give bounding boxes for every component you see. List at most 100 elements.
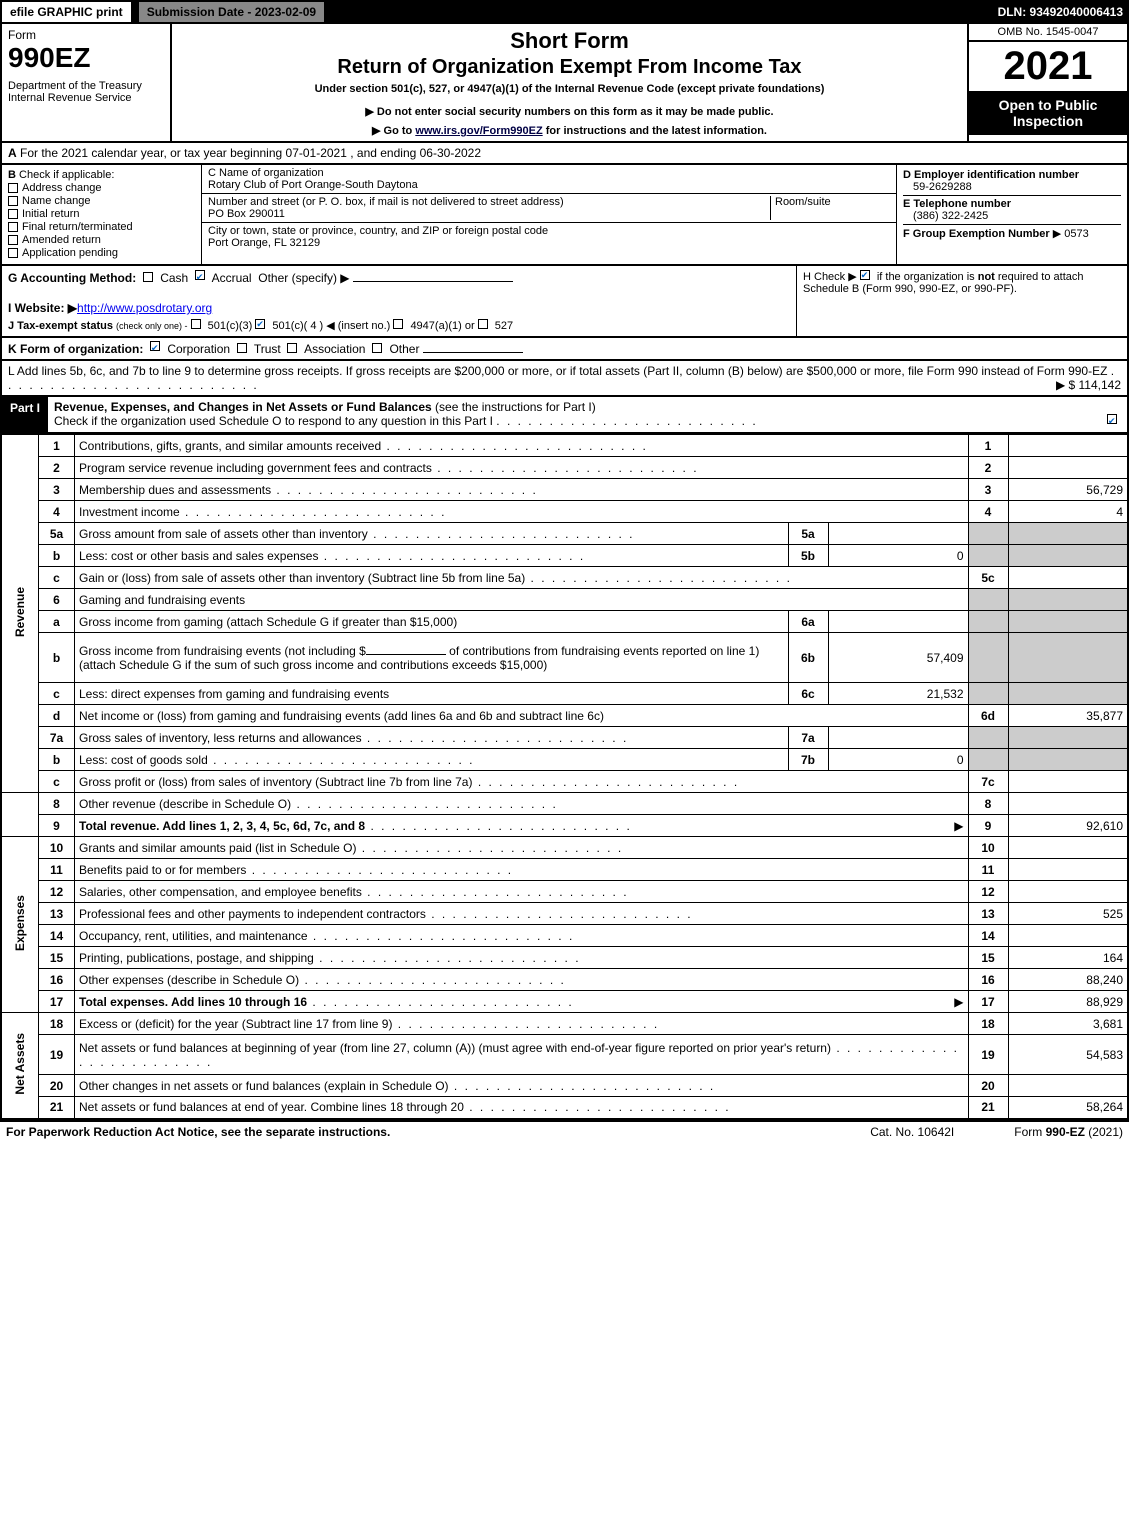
sub-val: 0 xyxy=(828,749,968,771)
sub-num: 5b xyxy=(788,545,828,567)
tel-value: (386) 322-2425 xyxy=(903,210,1121,222)
result-val-shaded xyxy=(1008,727,1128,749)
row-19: 19 Net assets or fund balances at beginn… xyxy=(1,1035,1128,1075)
row-15: 15 Printing, publications, postage, and … xyxy=(1,947,1128,969)
sub-val xyxy=(828,611,968,633)
tax-year: 2021 xyxy=(969,42,1127,91)
chk-amended-return[interactable]: Amended return xyxy=(8,234,195,246)
form-header: Form 990EZ Department of the Treasury In… xyxy=(0,24,1129,143)
result-num: 7c xyxy=(968,771,1008,793)
result-num: 15 xyxy=(968,947,1008,969)
result-val xyxy=(1008,457,1128,479)
form-id-block: Form 990EZ Department of the Treasury In… xyxy=(2,24,172,141)
checkbox-checked-icon[interactable] xyxy=(255,319,265,329)
result-val-shaded xyxy=(1008,633,1128,683)
line-num: 6 xyxy=(39,589,75,611)
line-num: 10 xyxy=(39,837,75,859)
goto-post: for instructions and the latest informat… xyxy=(543,125,767,137)
result-val xyxy=(1008,567,1128,589)
k-corp: Corporation xyxy=(167,342,230,356)
chk-final-return[interactable]: Final return/terminated xyxy=(8,221,195,233)
line-num: 5a xyxy=(39,523,75,545)
row-18: Net Assets 18 Excess or (deficit) for th… xyxy=(1,1013,1128,1035)
row-17: 17 Total expenses. Add lines 10 through … xyxy=(1,991,1128,1013)
checkbox-icon[interactable] xyxy=(191,319,201,329)
result-val xyxy=(1008,1075,1128,1097)
sub-num: 7b xyxy=(788,749,828,771)
right-header-block: OMB No. 1545-0047 2021 Open to Public In… xyxy=(967,24,1127,141)
line-desc: Less: cost or other basis and sales expe… xyxy=(75,545,789,567)
result-num: 21 xyxy=(968,1097,1008,1119)
checkbox-checked-icon[interactable] xyxy=(195,270,205,280)
website-link[interactable]: http://www.posdrotary.org xyxy=(77,301,212,315)
room-label: Room/suite xyxy=(775,196,831,208)
checkbox-icon[interactable] xyxy=(393,319,403,329)
line-desc: Program service revenue including govern… xyxy=(75,457,969,479)
result-val: 525 xyxy=(1008,903,1128,925)
result-val: 58,264 xyxy=(1008,1097,1128,1119)
chk-name-change[interactable]: Name change xyxy=(8,195,195,207)
chk-application-pending[interactable]: Application pending xyxy=(8,247,195,259)
row-9: 9 Total revenue. Add lines 1, 2, 3, 4, 5… xyxy=(1,815,1128,837)
result-val xyxy=(1008,859,1128,881)
efile-print-label[interactable]: efile GRAPHIC print xyxy=(0,0,133,24)
line-desc: Less: cost of goods sold xyxy=(75,749,789,771)
netassets-sidelabel: Net Assets xyxy=(1,1013,39,1119)
line-desc: Net assets or fund balances at end of ye… xyxy=(75,1097,969,1119)
block-gh: G Accounting Method: Cash Accrual Other … xyxy=(0,266,1129,338)
irs-link[interactable]: www.irs.gov/Form990EZ xyxy=(415,125,542,137)
tel-label: E Telephone number xyxy=(903,198,1011,210)
checkbox-icon[interactable] xyxy=(287,343,297,353)
row-21: 21 Net assets or fund balances at end of… xyxy=(1,1097,1128,1119)
b-check-label: Check if applicable: xyxy=(19,169,114,181)
row-14: 14 Occupancy, rent, utilities, and maint… xyxy=(1,925,1128,947)
result-num: 5c xyxy=(968,567,1008,589)
line-desc: Net income or (loss) from gaming and fun… xyxy=(75,705,969,727)
row-5b: b Less: cost or other basis and sales ex… xyxy=(1,545,1128,567)
j-501c: 501(c)( 4 ) ◀ (insert no.) xyxy=(272,320,390,332)
line-num: b xyxy=(39,633,75,683)
sub-num: 6c xyxy=(788,683,828,705)
checkbox-checked-icon[interactable] xyxy=(150,341,160,351)
j-label: J Tax-exempt status xyxy=(8,320,113,332)
other-specify-line[interactable] xyxy=(353,281,513,282)
row-3: 3 Membership dues and assessments 3 56,7… xyxy=(1,479,1128,501)
result-num: 18 xyxy=(968,1013,1008,1035)
row-16: 16 Other expenses (describe in Schedule … xyxy=(1,969,1128,991)
part1-header: Part I Revenue, Expenses, and Changes in… xyxy=(0,397,1129,434)
line-desc: Occupancy, rent, utilities, and maintena… xyxy=(75,925,969,947)
line-num: 11 xyxy=(39,859,75,881)
line-desc: Professional fees and other payments to … xyxy=(75,903,969,925)
checkbox-checked-icon[interactable] xyxy=(860,270,870,280)
opt-amended: Amended return xyxy=(22,234,101,246)
sub-num: 5a xyxy=(788,523,828,545)
row-6d: d Net income or (loss) from gaming and f… xyxy=(1,705,1128,727)
g-cash: Cash xyxy=(160,271,188,285)
j-4947: 4947(a)(1) or xyxy=(410,320,474,332)
line-k: K Form of organization: Corporation Trus… xyxy=(0,338,1129,361)
result-num: 14 xyxy=(968,925,1008,947)
checkbox-icon[interactable] xyxy=(372,343,382,353)
result-val xyxy=(1008,793,1128,815)
row-6c: c Less: direct expenses from gaming and … xyxy=(1,683,1128,705)
checkbox-icon xyxy=(8,235,18,245)
checkbox-icon[interactable] xyxy=(143,272,153,282)
arrow-icon: ▶ xyxy=(954,995,963,1009)
goto-pre: Go to xyxy=(384,125,416,137)
l-amount: ▶ $ 114,142 xyxy=(1056,378,1121,392)
k-other-line[interactable] xyxy=(423,352,523,353)
line-num: 7a xyxy=(39,727,75,749)
result-val: 4 xyxy=(1008,501,1128,523)
chk-address-change[interactable]: Address change xyxy=(8,182,195,194)
chk-initial-return[interactable]: Initial return xyxy=(8,208,195,220)
row-6a: a Gross income from gaming (attach Sched… xyxy=(1,611,1128,633)
checkbox-checked-icon[interactable] xyxy=(1107,414,1117,424)
result-val: 3,681 xyxy=(1008,1013,1128,1035)
row-11: 11 Benefits paid to or for members 11 xyxy=(1,859,1128,881)
checkbox-icon[interactable] xyxy=(478,319,488,329)
line-desc: Grants and similar amounts paid (list in… xyxy=(75,837,969,859)
opt-pending: Application pending xyxy=(22,247,118,259)
row-7b: b Less: cost of goods sold 7b 0 xyxy=(1,749,1128,771)
checkbox-icon[interactable] xyxy=(237,343,247,353)
line-num: 14 xyxy=(39,925,75,947)
